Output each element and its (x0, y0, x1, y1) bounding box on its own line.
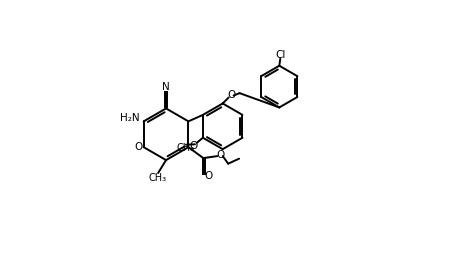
Text: H₂N: H₂N (120, 113, 140, 123)
Text: CH₃: CH₃ (176, 143, 194, 153)
Text: O: O (228, 90, 236, 100)
Text: O: O (134, 142, 142, 152)
Text: Cl: Cl (275, 50, 285, 60)
Text: CH₃: CH₃ (148, 173, 166, 183)
Text: O: O (205, 171, 213, 181)
Text: N: N (162, 82, 170, 92)
Text: O: O (217, 150, 225, 160)
Text: O: O (189, 141, 198, 151)
